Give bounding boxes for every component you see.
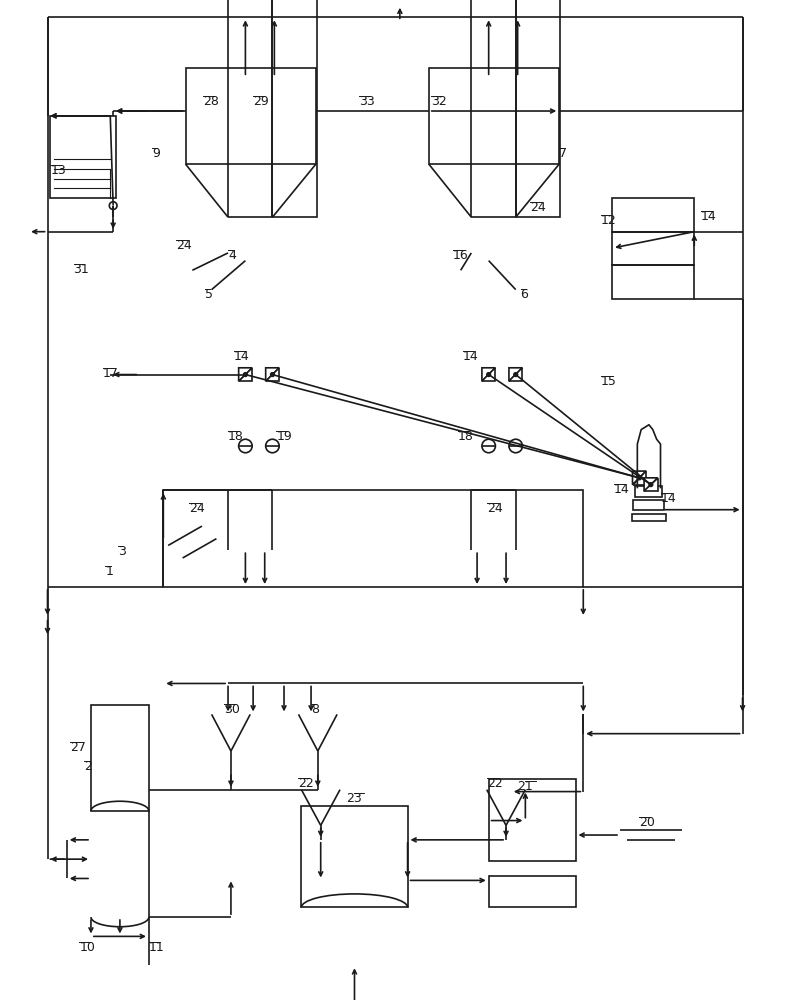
Text: 30: 30 (224, 703, 240, 716)
Polygon shape (633, 471, 646, 485)
Text: 8: 8 (311, 703, 319, 716)
Bar (631, 514, 666, 521)
Bar (635, 486, 662, 497)
Text: 14: 14 (661, 492, 676, 505)
Polygon shape (238, 368, 252, 381)
Text: 23: 23 (345, 792, 361, 805)
Bar (612, 232, 695, 265)
Text: 13: 13 (51, 164, 67, 177)
Text: 15: 15 (600, 375, 616, 388)
Text: 22: 22 (487, 777, 502, 790)
Text: 1: 1 (105, 565, 113, 578)
Text: 4: 4 (228, 249, 236, 262)
Text: 27: 27 (70, 741, 86, 754)
Text: 24: 24 (487, 502, 502, 515)
Polygon shape (482, 368, 496, 381)
Text: 18: 18 (458, 430, 474, 443)
Bar (612, 265, 695, 299)
Text: 3: 3 (118, 545, 126, 558)
Text: 14: 14 (234, 350, 249, 363)
Text: 6: 6 (520, 288, 528, 301)
Bar (471, 0, 516, 217)
Polygon shape (482, 368, 496, 381)
Text: 19: 19 (276, 430, 292, 443)
Text: 28: 28 (203, 95, 219, 108)
Text: 2: 2 (84, 760, 92, 773)
Circle shape (271, 373, 274, 376)
Bar (489, 779, 576, 861)
Polygon shape (509, 368, 523, 381)
Bar (634, 500, 664, 510)
Bar (272, 0, 317, 217)
Polygon shape (644, 478, 657, 491)
Circle shape (514, 373, 518, 376)
Text: 14: 14 (701, 210, 717, 223)
Text: 33: 33 (360, 95, 375, 108)
Polygon shape (509, 368, 523, 381)
Text: 11: 11 (149, 941, 165, 954)
Bar (516, 0, 560, 217)
Bar (228, 0, 272, 217)
Bar (185, 68, 316, 164)
Polygon shape (238, 368, 252, 381)
Text: 5: 5 (205, 288, 213, 301)
Text: 17: 17 (102, 367, 119, 380)
Text: 14: 14 (463, 350, 478, 363)
Text: 10: 10 (79, 941, 95, 954)
Polygon shape (265, 368, 280, 381)
Circle shape (243, 373, 247, 376)
Bar (428, 68, 559, 164)
Bar (163, 490, 583, 587)
Text: 24: 24 (189, 502, 205, 515)
Text: 16: 16 (453, 249, 469, 262)
Bar (489, 876, 576, 907)
Bar (612, 198, 695, 232)
Text: 7: 7 (559, 147, 567, 160)
Text: 31: 31 (74, 263, 89, 276)
Polygon shape (633, 471, 646, 485)
Circle shape (649, 483, 653, 487)
Text: 32: 32 (431, 95, 447, 108)
Bar (91, 705, 149, 811)
Text: 9: 9 (152, 147, 160, 160)
Text: 29: 29 (253, 95, 268, 108)
Circle shape (487, 373, 490, 376)
Circle shape (638, 476, 642, 480)
Text: 24: 24 (530, 201, 546, 214)
Text: 20: 20 (639, 816, 655, 829)
Polygon shape (265, 368, 280, 381)
Bar (51, 116, 116, 198)
Text: 22: 22 (299, 777, 314, 790)
Polygon shape (644, 478, 657, 491)
Bar (302, 806, 408, 907)
Text: 24: 24 (176, 239, 192, 252)
Text: 12: 12 (600, 214, 616, 227)
Text: 18: 18 (228, 430, 244, 443)
Text: 21: 21 (517, 780, 533, 793)
Text: 14: 14 (614, 483, 630, 496)
